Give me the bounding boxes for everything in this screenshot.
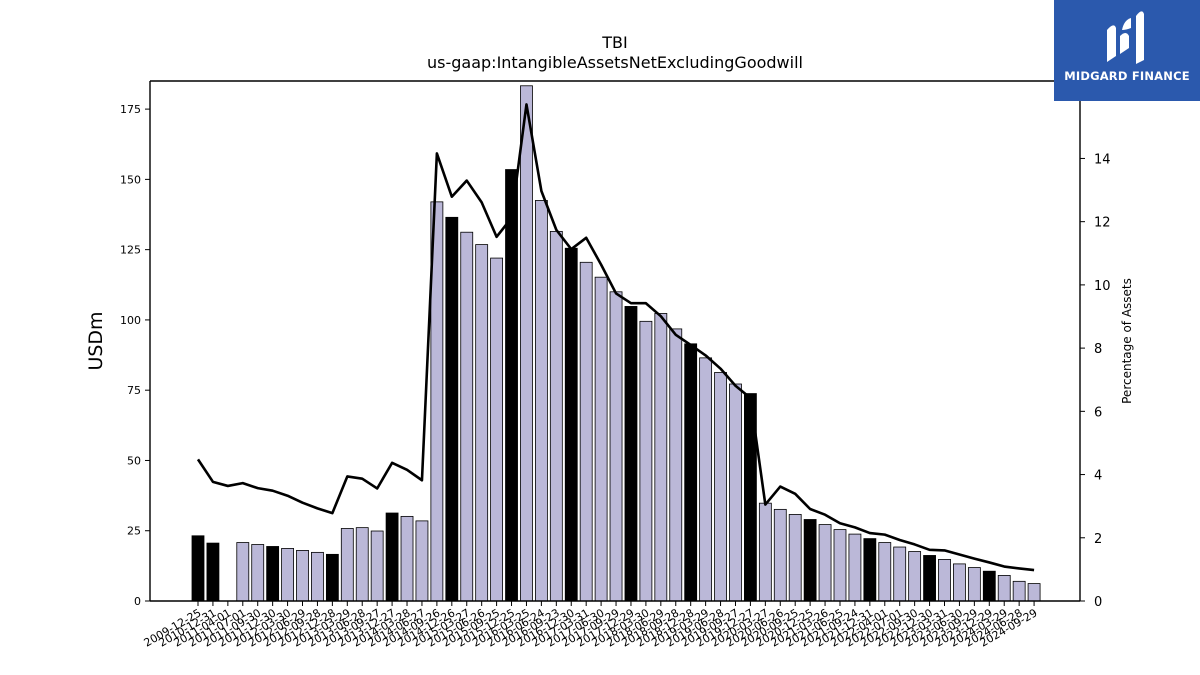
y2-tick-label: 10 (1094, 279, 1111, 294)
percentage-line (196, 103, 1035, 572)
bar (340, 528, 354, 602)
y-tick-label: 175 (120, 103, 141, 116)
bar (818, 524, 832, 602)
bar (206, 542, 220, 602)
bar (923, 555, 936, 602)
bar (624, 306, 638, 602)
bar (549, 230, 563, 602)
y-tick-label: 150 (120, 173, 141, 186)
logo-text: MIDGARD FINANCE (1064, 69, 1190, 83)
bar (490, 257, 504, 602)
bar (938, 559, 951, 602)
y2-tick-label: 4 (1094, 469, 1102, 484)
y-axis-label: USDm (85, 311, 107, 370)
bar (296, 550, 309, 602)
bar (893, 546, 907, 602)
bar (773, 508, 787, 602)
bar (311, 551, 324, 602)
bar (400, 515, 414, 602)
y2-axis-label: Percentage of Assets (1120, 278, 1134, 404)
bar (520, 85, 533, 602)
y2-tick-label: 6 (1094, 405, 1102, 420)
bar (848, 533, 862, 602)
bar (758, 502, 772, 602)
bar (982, 570, 996, 602)
bar (654, 313, 668, 602)
bar (281, 548, 294, 602)
bar (355, 527, 369, 602)
bar (266, 546, 280, 602)
y-tick-label: 125 (120, 244, 141, 257)
bar (191, 535, 205, 602)
bar (908, 551, 922, 602)
bar (803, 519, 817, 602)
bar (505, 169, 518, 602)
bar (699, 357, 713, 602)
y2-tick-label: 0 (1094, 595, 1102, 610)
y2-tick-label: 12 (1094, 216, 1111, 231)
y-tick-label: 25 (127, 525, 141, 538)
bar (445, 216, 459, 602)
y-tick-label: 0 (134, 595, 141, 608)
bar (714, 372, 727, 602)
bar (1027, 583, 1041, 602)
bar (370, 530, 384, 602)
bars-layer (191, 85, 1041, 602)
ticks-layer: 0255075100125150175024681012142009-12-25… (120, 103, 1111, 649)
axes-layer (149, 80, 1081, 602)
bar (997, 575, 1011, 602)
chart-subtitle: us-gaap:IntangibleAssetsNetExcludingGood… (427, 53, 803, 72)
midgard-logo-icon (1107, 11, 1144, 64)
midgard-finance-logo: MIDGARD FINANCE (1054, 0, 1200, 101)
bar (415, 520, 429, 602)
bar (833, 529, 847, 602)
bar (594, 276, 608, 602)
line-layer (196, 103, 1035, 572)
bar (863, 538, 877, 602)
bar (251, 544, 265, 602)
bar (669, 328, 683, 602)
bar (729, 383, 742, 602)
bar (236, 542, 250, 602)
bar (1012, 580, 1026, 602)
bar (579, 261, 593, 602)
y2-tick-label: 8 (1094, 342, 1102, 357)
bar (460, 231, 474, 602)
chart-title: TBI (601, 33, 627, 52)
bar (953, 563, 966, 602)
y2-tick-label: 14 (1094, 152, 1111, 167)
y-tick-label: 75 (127, 384, 141, 397)
bar (534, 200, 548, 602)
y-tick-label: 50 (127, 454, 141, 467)
y2-tick-label: 2 (1094, 532, 1102, 547)
bar (475, 244, 489, 602)
bar (788, 514, 802, 602)
bar (609, 291, 623, 602)
bar (967, 567, 981, 602)
bar (639, 320, 653, 602)
y-tick-label: 100 (120, 314, 141, 327)
bar (564, 247, 578, 602)
bar (325, 553, 339, 602)
bar (385, 512, 399, 602)
bar (684, 343, 698, 602)
bar (878, 542, 892, 602)
